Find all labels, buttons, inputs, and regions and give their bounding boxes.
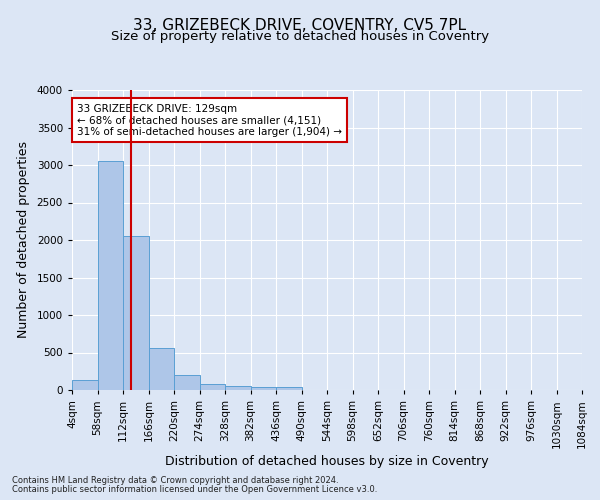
Text: Contains public sector information licensed under the Open Government Licence v3: Contains public sector information licen… — [12, 485, 377, 494]
Bar — [174, 375, 199, 390]
Text: Size of property relative to detached houses in Coventry: Size of property relative to detached ho… — [111, 30, 489, 43]
Text: Contains HM Land Registry data © Crown copyright and database right 2024.: Contains HM Land Registry data © Crown c… — [12, 476, 338, 485]
Text: 33, GRIZEBECK DRIVE, COVENTRY, CV5 7PL: 33, GRIZEBECK DRIVE, COVENTRY, CV5 7PL — [133, 18, 467, 32]
Bar — [225, 386, 251, 390]
Bar — [200, 384, 225, 390]
Bar — [276, 387, 302, 390]
Bar — [97, 160, 123, 390]
Bar — [123, 236, 149, 390]
Y-axis label: Number of detached properties: Number of detached properties — [17, 142, 30, 338]
Text: 33 GRIZEBECK DRIVE: 129sqm
← 68% of detached houses are smaller (4,151)
31% of s: 33 GRIZEBECK DRIVE: 129sqm ← 68% of deta… — [77, 104, 342, 136]
Bar — [72, 380, 97, 390]
X-axis label: Distribution of detached houses by size in Coventry: Distribution of detached houses by size … — [165, 454, 489, 468]
Bar — [149, 348, 174, 390]
Bar — [251, 387, 276, 390]
